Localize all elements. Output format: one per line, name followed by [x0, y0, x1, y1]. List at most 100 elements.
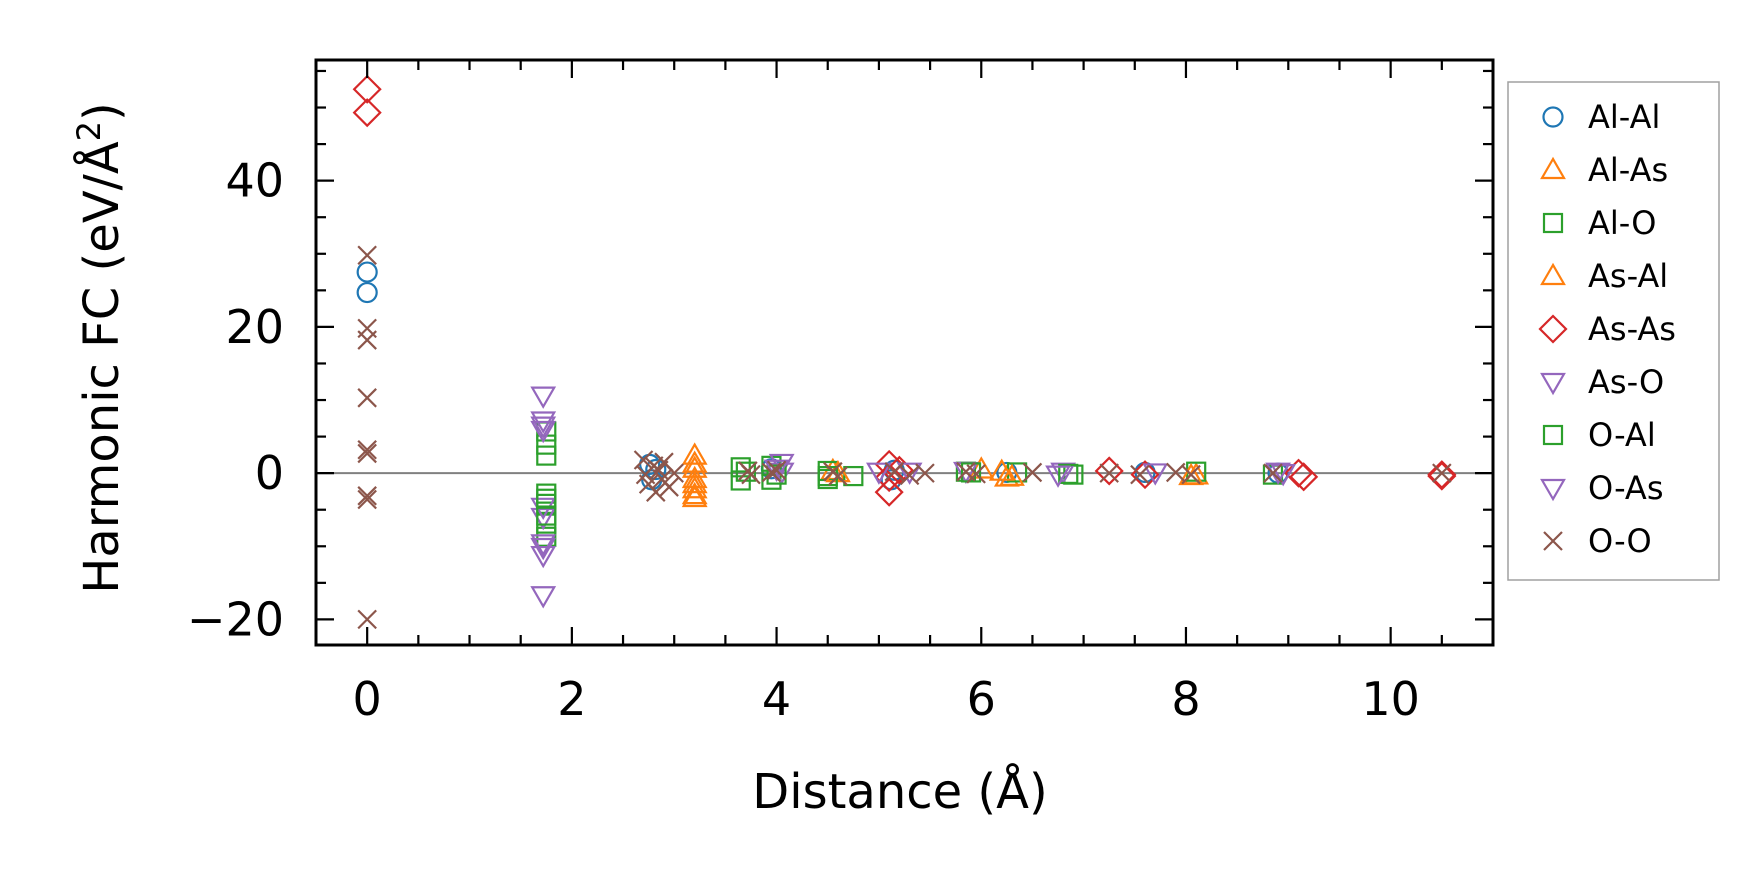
- data-point: [357, 439, 377, 460]
- x-tick-label: 4: [762, 672, 791, 726]
- x-tick-label: 0: [353, 672, 382, 726]
- data-point: [896, 462, 923, 485]
- legend-marker: [1542, 424, 1564, 446]
- legend-label: As-As: [1588, 310, 1676, 348]
- axis-ticks: 0 2 4 6 8 10 −20 0 20 40: [187, 58, 1495, 726]
- y-tick-label: 0: [255, 446, 284, 500]
- legend-entry: Al-O: [1542, 204, 1656, 242]
- data-point: [530, 537, 557, 561]
- data-point: [874, 477, 904, 507]
- legend-label: Al-As: [1588, 151, 1668, 189]
- data-point: [730, 457, 751, 478]
- data-point: [1427, 461, 1457, 491]
- legend-marker: [1540, 156, 1566, 180]
- legend-label: O-Al: [1588, 416, 1656, 454]
- legend-label: O-O: [1588, 522, 1652, 560]
- legend-marker: [1540, 478, 1566, 502]
- series-as-o: [530, 386, 1297, 609]
- data-point: [530, 416, 557, 439]
- data-point: [884, 455, 914, 485]
- data-point: [664, 463, 684, 483]
- x-tick-label: 8: [1171, 672, 1200, 726]
- y-axis-label-main: Harmonic FC (eV/Å: [73, 141, 130, 594]
- data-point: [843, 465, 864, 487]
- data-point: [1099, 463, 1119, 483]
- legend-marker: [1542, 212, 1564, 234]
- legend-label: As-Al: [1588, 257, 1668, 295]
- data-point: [536, 434, 557, 455]
- data-point: [1045, 465, 1071, 488]
- data-point: [357, 609, 377, 630]
- data-point: [763, 459, 790, 482]
- legend-entry: O-As: [1540, 469, 1663, 507]
- legend-entry: As-Al: [1540, 257, 1668, 295]
- series-as-as: [352, 74, 1457, 507]
- data-point: [741, 464, 761, 485]
- x-tick-label: 2: [557, 672, 586, 726]
- y-tick-label: −20: [187, 592, 284, 646]
- data-point: [530, 534, 557, 557]
- data-point: [681, 481, 708, 505]
- y-axis-label-superscript: 2: [70, 121, 108, 141]
- legend-marker: [1542, 106, 1564, 128]
- data-point: [766, 460, 787, 481]
- legend: Al-Al Al-As Al-O As-Al As-As As-O O-Al O-As O-O: [1507, 81, 1720, 581]
- data-point: [1058, 463, 1079, 484]
- legend-marker: [1540, 262, 1566, 286]
- legend-entry: Al-As: [1540, 151, 1668, 189]
- plot-area: [316, 74, 1493, 630]
- data-point: [1263, 463, 1283, 483]
- data-point: [357, 489, 377, 510]
- legend-label: As-O: [1588, 363, 1664, 401]
- data-point: [866, 462, 892, 485]
- data-point: [1181, 464, 1201, 485]
- data-point: [536, 526, 557, 547]
- data-point: [530, 545, 557, 569]
- data-point: [530, 586, 557, 609]
- legend-entry: As-O: [1540, 363, 1664, 401]
- data-point: [536, 505, 557, 526]
- data-point: [988, 458, 1015, 481]
- x-axis-label: Distance (Å): [752, 763, 1047, 820]
- data-point: [681, 442, 708, 465]
- data-point: [659, 477, 679, 497]
- data-point: [1094, 456, 1124, 486]
- data-point: [1050, 462, 1077, 485]
- data-point: [966, 464, 986, 484]
- data-point: [681, 470, 708, 494]
- axes-frame: [314, 58, 1495, 647]
- data-point: [681, 476, 708, 499]
- data-point: [766, 464, 787, 485]
- legend-entry: O-Al: [1542, 416, 1656, 454]
- data-point: [1178, 462, 1204, 486]
- x-tick-label: 6: [967, 672, 996, 726]
- data-point: [356, 281, 378, 304]
- x-tick-label: 10: [1361, 672, 1420, 726]
- data-point: [646, 482, 666, 502]
- data-point: [356, 261, 378, 283]
- data-point: [960, 462, 982, 483]
- legend-marker: [1543, 531, 1563, 551]
- data-point: [645, 458, 667, 481]
- data-point: [357, 245, 377, 266]
- data-point: [874, 462, 904, 493]
- data-point: [357, 388, 377, 408]
- data-point: [884, 461, 905, 482]
- legend-entry: Al-Al: [1542, 98, 1660, 136]
- data-point: [1130, 464, 1150, 485]
- data-point: [1289, 462, 1319, 492]
- legend-entry: As-As: [1538, 310, 1676, 348]
- legend-label: O-As: [1588, 469, 1663, 507]
- data-point: [357, 330, 377, 350]
- data-point: [1432, 463, 1452, 483]
- data-point: [352, 74, 382, 104]
- data-point: [1022, 462, 1043, 483]
- data-point: [761, 462, 782, 483]
- y-axis-label: Harmonic FC (eV/Å2): [70, 102, 130, 594]
- data-point: [1270, 464, 1297, 487]
- data-point: [357, 443, 377, 464]
- y-tick-label: 40: [225, 154, 284, 208]
- data-point: [1142, 463, 1169, 486]
- legend-marker: [1540, 372, 1566, 396]
